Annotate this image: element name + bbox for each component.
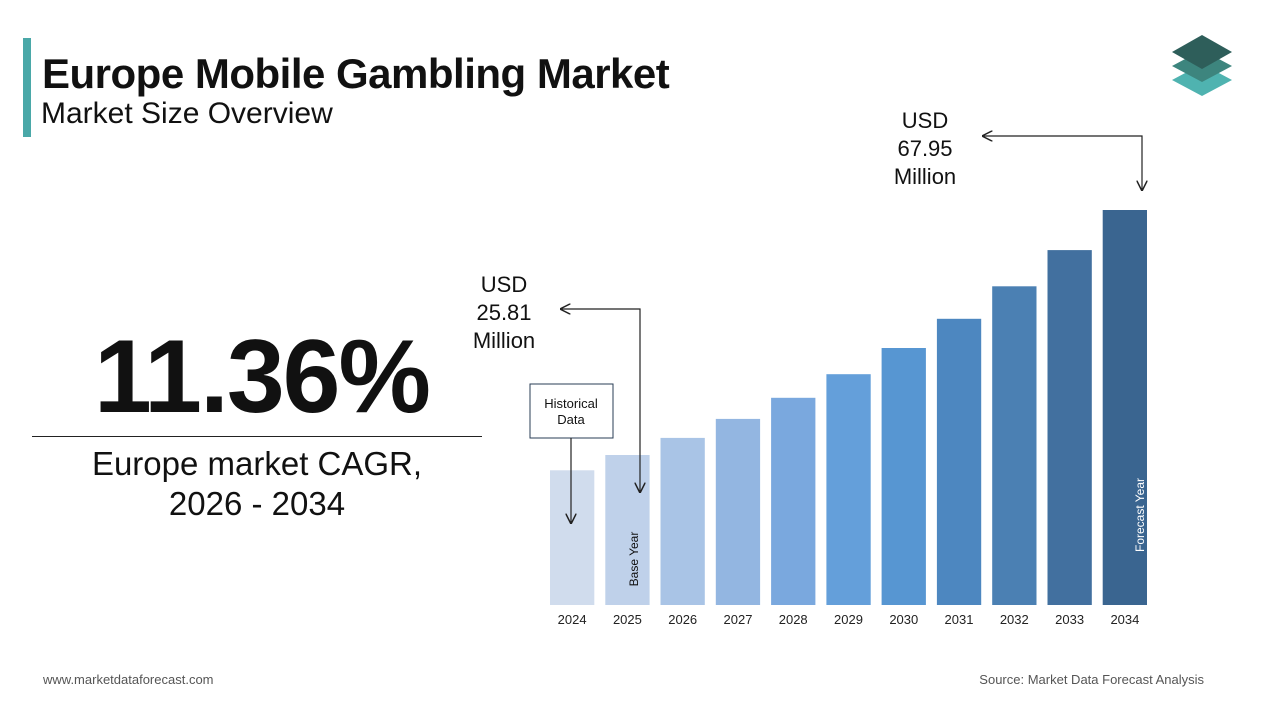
footer-website[interactable]: www.marketdataforecast.com (43, 672, 214, 687)
end-callout-line1: USD (902, 108, 948, 133)
cagr-label-line2: 2026 - 2034 (168, 485, 346, 522)
x-tick-label: 2030 (889, 612, 918, 627)
x-tick-label: 2031 (945, 612, 974, 627)
bar-2026 (660, 437, 705, 605)
bar-2031 (936, 318, 982, 605)
base-callout-line3: Million (473, 328, 535, 353)
chart-callouts: USD 25.81 Million USD 67.95 Million Hist… (473, 108, 1147, 586)
historical-data-line2: Data (557, 412, 585, 427)
x-tick-label: 2033 (1055, 612, 1084, 627)
x-tick-label: 2029 (834, 612, 863, 627)
x-tick-label: 2025 (613, 612, 642, 627)
bar-2027 (715, 418, 761, 605)
stacked-layers-icon (1172, 35, 1232, 96)
cagr-label-line1: Europe market CAGR, (91, 445, 423, 482)
bar-2032 (992, 286, 1037, 605)
bar-2033 (1047, 250, 1092, 605)
chart-x-tick-labels: 2024 2025 2026 2027 2028 2029 2030 2031 2032 2033… (558, 612, 1140, 627)
x-tick-label: 2034 (1110, 612, 1139, 627)
x-tick-label: 2027 (724, 612, 753, 627)
x-tick-label: 2028 (779, 612, 808, 627)
cagr-label: Europe market CAGR, 2026 - 2034 (32, 444, 482, 524)
x-tick-label: 2026 (668, 612, 697, 627)
page-title: Europe Mobile Gambling Market (42, 50, 670, 97)
cagr-value: 11.36% (94, 319, 431, 435)
forecast-year-label: Forecast Year (1133, 478, 1147, 552)
bar-2029 (826, 374, 871, 605)
end-callout-line2: 67.95 (897, 136, 952, 161)
bar-2030 (881, 348, 926, 605)
end-callout-arrow (983, 136, 1142, 190)
base-year-label: Base Year (627, 532, 641, 587)
base-callout-arrow (561, 309, 640, 492)
base-callout-line2: 25.81 (476, 300, 531, 325)
bar-2024 (550, 470, 595, 605)
page-subtitle: Market Size Overview (41, 97, 333, 130)
footer-source: Source: Market Data Forecast Analysis (979, 672, 1204, 687)
cagr-divider (32, 436, 482, 437)
x-tick-label: 2024 (558, 612, 587, 627)
bar-2034 (1102, 210, 1147, 605)
title-accent-bar (23, 38, 31, 137)
x-tick-label: 2032 (1000, 612, 1029, 627)
logo-layer-top (1172, 35, 1232, 69)
bar-2028 (771, 397, 816, 605)
end-callout-line3: Million (894, 164, 956, 189)
historical-data-line1: Historical (544, 396, 598, 411)
historical-data-box (529, 383, 614, 439)
base-callout-line1: USD (481, 272, 527, 297)
